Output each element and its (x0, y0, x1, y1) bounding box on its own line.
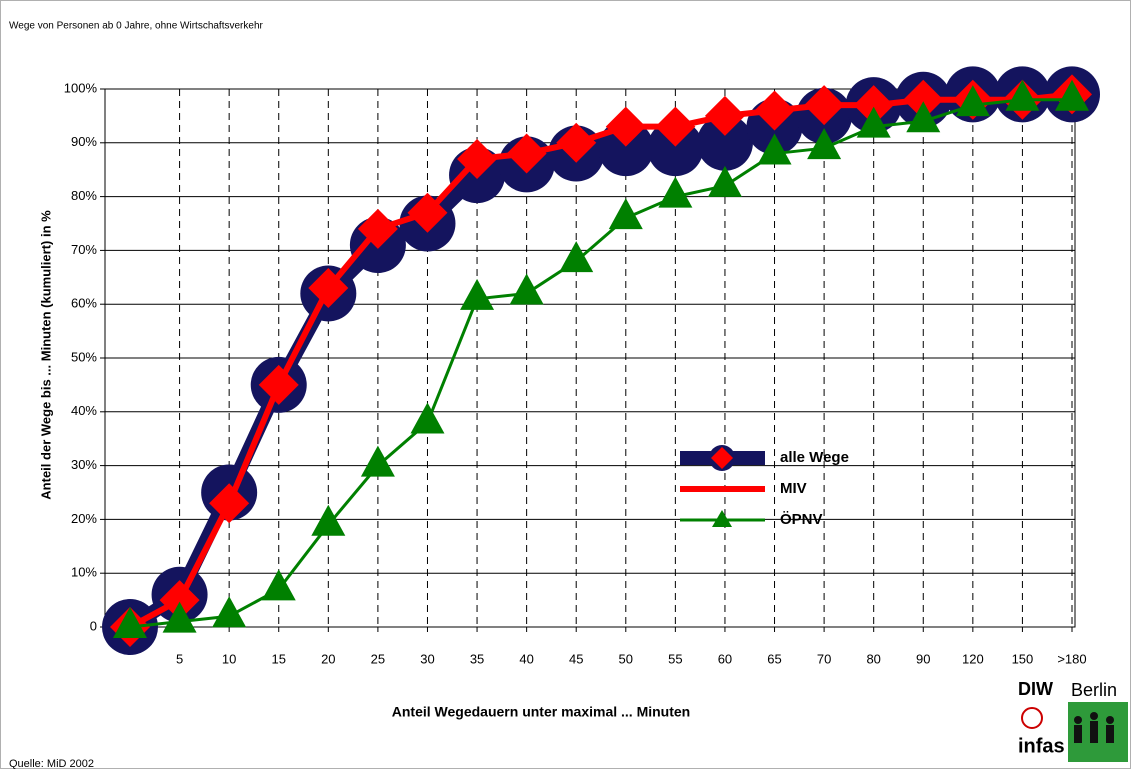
marker (258, 364, 299, 405)
x-tick-label: 15 (272, 651, 286, 666)
marker (647, 120, 704, 177)
marker (655, 106, 696, 147)
marker (754, 90, 795, 131)
x-tick-label: >180 (1057, 651, 1086, 666)
y-tick-label: 20% (71, 511, 97, 526)
marker (410, 402, 445, 434)
marker (955, 85, 990, 117)
y-tick-label: 0 (90, 618, 97, 633)
y-tick-label: 80% (71, 188, 97, 203)
plot-area: 0 10% 20% 30% 40% 50% 60% 70% 80% 90% 100% 5 10 15 20 2… (64, 66, 1100, 666)
marker (856, 106, 891, 138)
y-tick-label: 50% (71, 349, 97, 364)
logo: DIW Berlin infas (1018, 679, 1128, 762)
marker (757, 133, 792, 165)
plot-border (104, 88, 1076, 628)
y-tick-label: 100% (64, 80, 98, 95)
y-tick-label: 90% (71, 134, 97, 149)
x-tick-label: 65 (767, 651, 781, 666)
logo-figures (1074, 712, 1114, 743)
marker (1055, 79, 1089, 111)
marker (506, 133, 547, 174)
y-tick-label: 70% (71, 242, 97, 257)
marker (559, 241, 594, 273)
marker (212, 596, 247, 628)
x-tick-label: 120 (962, 651, 984, 666)
x-axis-label: Anteil Wegedauern unter maximal ... Minu… (392, 704, 690, 720)
marker (903, 79, 944, 120)
marker (605, 106, 646, 147)
x-tick-label: 90 (916, 651, 930, 666)
marker (711, 447, 733, 469)
legend-label: alle Wege (780, 449, 849, 466)
marker (807, 128, 842, 160)
marker (457, 138, 498, 179)
marker (261, 569, 296, 601)
x-tick-label: 20 (321, 651, 335, 666)
series (110, 74, 1092, 647)
x-tick-label: 60 (718, 651, 732, 666)
x-tick-label: 40 (519, 651, 533, 666)
logo-berlin: Berlin (1071, 680, 1117, 700)
marker (360, 445, 395, 477)
marker (707, 165, 742, 197)
marker (509, 273, 544, 305)
marker (311, 504, 346, 536)
series (113, 79, 1089, 638)
y-tick-label: 60% (71, 296, 97, 311)
marker (696, 114, 753, 171)
marker (460, 278, 495, 310)
marker (712, 510, 732, 527)
x-tick-label: 80 (866, 651, 880, 666)
marker (906, 101, 941, 133)
marker (556, 122, 597, 163)
y-tick-label: 30% (71, 457, 97, 472)
marker (658, 176, 693, 208)
x-tick-label: 5 (176, 651, 183, 666)
legend-label: ÖPNV (780, 511, 823, 528)
marker (407, 192, 448, 233)
marker (1005, 79, 1040, 111)
x-tick-label: 55 (668, 651, 682, 666)
source: Quelle: MiD 2002 (9, 758, 94, 769)
marker (357, 208, 398, 249)
marker (113, 607, 147, 638)
chart-title: Wege von Personen ab 0 Jahre, ohne Wirts… (9, 21, 264, 32)
logo-diw: DIW (1018, 679, 1053, 699)
y-tick-label: 40% (71, 403, 97, 418)
marker (209, 483, 250, 524)
legend-label: MIV (780, 480, 807, 497)
x-tick-label: 30 (420, 651, 434, 666)
marker (853, 85, 894, 126)
marker (308, 268, 349, 309)
logo-seal (1021, 707, 1043, 729)
logo-infas: infas (1018, 735, 1065, 757)
legend: alle Wege MIV ÖPNV (680, 445, 849, 528)
y-axis-label: Anteil der Wege bis ... Minuten (kumulie… (38, 210, 53, 500)
x-tick-label: 45 (569, 651, 583, 666)
marker (159, 580, 200, 621)
marker (162, 601, 197, 633)
marker (608, 198, 643, 230)
x-tick-label: 50 (619, 651, 633, 666)
marker (704, 95, 745, 136)
x-tick-label: 10 (222, 651, 236, 666)
marker (804, 85, 845, 126)
x-tick-label: 150 (1012, 651, 1034, 666)
x-tick-label: 35 (470, 651, 484, 666)
x-tick-label: 70 (817, 651, 831, 666)
x-tick-label: 25 (371, 651, 385, 666)
y-tick-label: 10% (71, 565, 97, 580)
